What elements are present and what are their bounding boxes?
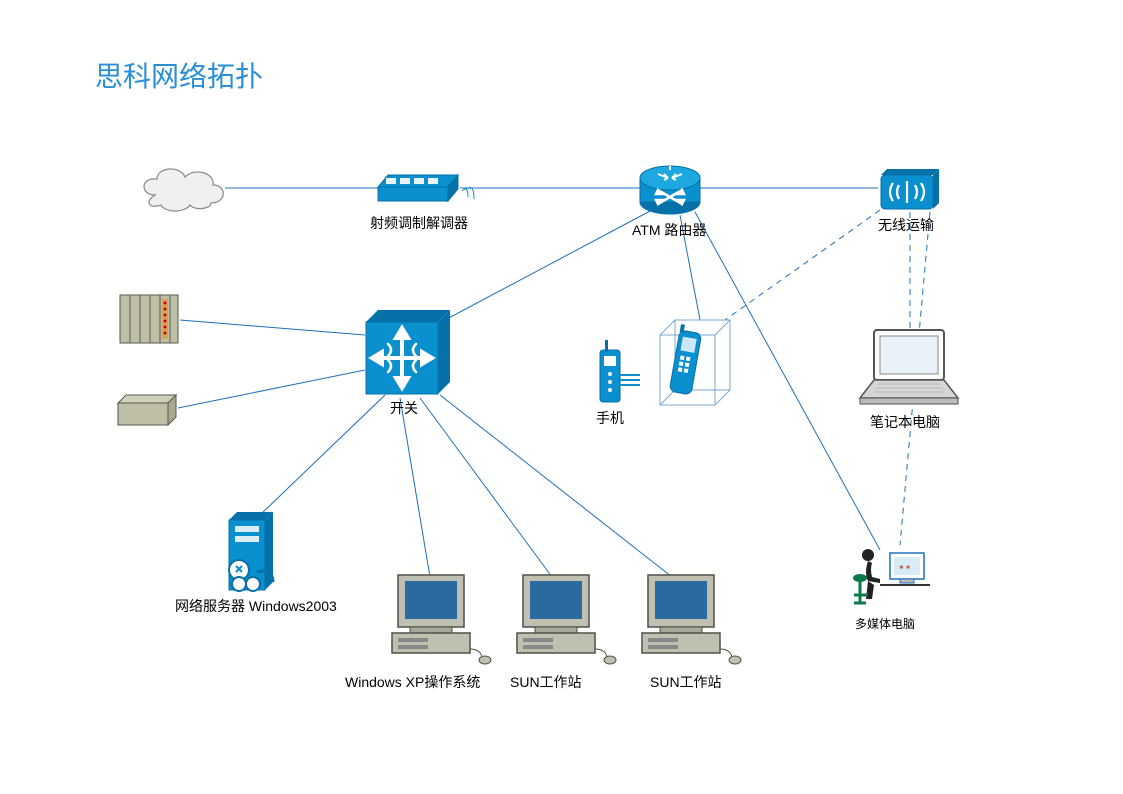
edge-switch-rack1: [180, 320, 365, 335]
edge-switch-pc2: [420, 398, 552, 577]
atm-router-label: ATM 路由器: [632, 220, 706, 240]
desktop-pc-icon: [517, 575, 616, 664]
atm-router-icon: [640, 166, 700, 214]
edge-wireless-phone_box: [725, 210, 880, 320]
edge-atm_router-switch: [445, 210, 652, 320]
edge-switch-server: [260, 395, 385, 515]
edge-switch-pc1: [400, 398, 430, 577]
switch-label: 开关: [390, 398, 418, 418]
wireless-label: 无线运输: [878, 215, 934, 235]
desktop-pc-icon: [392, 575, 491, 664]
laptop-icon: [860, 330, 958, 404]
rack-icon: [120, 295, 178, 343]
phone-box-icon: [660, 320, 730, 405]
server-icon: [229, 512, 273, 591]
svg-text:✶✶: ✶✶: [898, 563, 911, 572]
edge-atm_router-multimedia: [695, 212, 880, 550]
cloud-icon: [144, 169, 223, 211]
rf-modem-icon: [378, 175, 474, 201]
phone-base-icon: [600, 340, 640, 402]
switch-icon: [366, 310, 450, 394]
server-label: 网络服务器 Windows2003: [175, 596, 337, 616]
desktop-pc-icon: [642, 575, 741, 664]
laptop-label: 笔记本电脑: [870, 412, 940, 432]
pc3-label: SUN工作站: [650, 672, 722, 692]
phone-label: 手机: [596, 408, 624, 428]
edge-switch-rack2: [178, 370, 365, 408]
multimedia-pc-icon: ✶✶: [853, 549, 930, 603]
box-icon: [118, 395, 176, 425]
wireless-transport-icon: [881, 169, 939, 209]
pc2-label: SUN工作站: [510, 672, 582, 692]
edge-switch-pc3: [440, 395, 672, 577]
pc1-label: Windows XP操作系统: [345, 672, 480, 692]
multimedia-label: 多媒体电脑: [855, 615, 915, 632]
diagram-canvas: 思科网络拓扑: [0, 0, 1123, 794]
rf-modem-label: 射频调制解调器: [370, 213, 468, 233]
